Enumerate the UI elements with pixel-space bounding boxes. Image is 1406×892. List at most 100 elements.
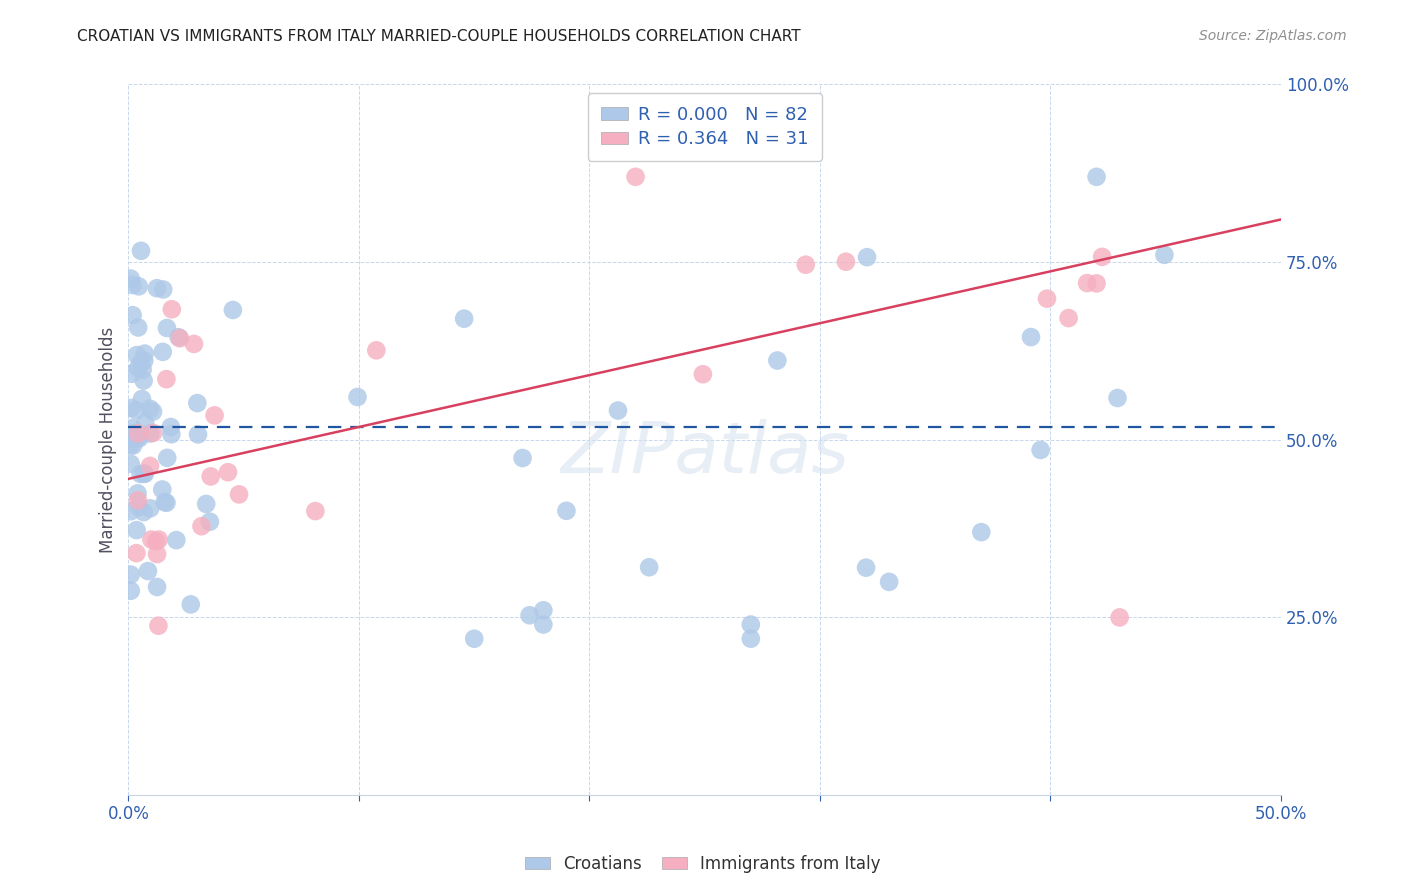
Point bbox=[120, 438, 142, 452]
Point bbox=[198, 515, 221, 529]
Point bbox=[129, 467, 152, 481]
Point bbox=[152, 344, 174, 359]
Point bbox=[531, 603, 554, 617]
Point bbox=[127, 320, 149, 334]
Point bbox=[142, 425, 165, 440]
Point bbox=[1019, 330, 1042, 344]
Point bbox=[217, 465, 239, 479]
Point bbox=[122, 426, 145, 441]
Point bbox=[132, 505, 155, 519]
Point bbox=[169, 331, 191, 345]
Point bbox=[125, 546, 148, 560]
Point bbox=[165, 533, 187, 548]
Point bbox=[1057, 311, 1080, 326]
Point bbox=[304, 504, 326, 518]
Point bbox=[141, 533, 163, 547]
Point bbox=[150, 483, 173, 497]
Point bbox=[139, 501, 162, 516]
Point bbox=[155, 372, 177, 386]
Legend: R = 0.000   N = 82, R = 0.364   N = 31: R = 0.000 N = 82, R = 0.364 N = 31 bbox=[588, 94, 821, 161]
Point bbox=[195, 497, 218, 511]
Point bbox=[121, 308, 143, 322]
Point bbox=[607, 403, 630, 417]
Point bbox=[160, 302, 183, 317]
Point bbox=[970, 525, 993, 540]
Point bbox=[531, 617, 554, 632]
Point bbox=[129, 355, 152, 369]
Point bbox=[877, 574, 900, 589]
Point bbox=[139, 458, 162, 473]
Point bbox=[519, 608, 541, 623]
Point bbox=[638, 560, 661, 574]
Point bbox=[1108, 610, 1130, 624]
Point bbox=[139, 426, 162, 441]
Point bbox=[146, 580, 169, 594]
Point bbox=[146, 547, 169, 561]
Point bbox=[183, 337, 205, 351]
Point bbox=[156, 321, 179, 335]
Point bbox=[153, 495, 176, 509]
Text: Source: ZipAtlas.com: Source: ZipAtlas.com bbox=[1199, 29, 1347, 43]
Point bbox=[131, 392, 153, 406]
Point bbox=[120, 457, 142, 471]
Y-axis label: Married-couple Households: Married-couple Households bbox=[100, 326, 117, 553]
Point bbox=[132, 374, 155, 388]
Point bbox=[120, 504, 142, 518]
Point bbox=[160, 427, 183, 442]
Point bbox=[134, 346, 156, 360]
Point bbox=[139, 401, 162, 416]
Point bbox=[1153, 248, 1175, 262]
Legend: Croatians, Immigrants from Italy: Croatians, Immigrants from Italy bbox=[519, 848, 887, 880]
Point bbox=[121, 421, 143, 435]
Point bbox=[555, 504, 578, 518]
Point bbox=[148, 618, 170, 632]
Point bbox=[835, 254, 858, 268]
Point bbox=[740, 632, 762, 646]
Point bbox=[346, 390, 368, 404]
Point bbox=[122, 431, 145, 445]
Point bbox=[1085, 169, 1108, 184]
Point bbox=[228, 487, 250, 501]
Point bbox=[167, 330, 190, 344]
Point bbox=[512, 450, 534, 465]
Point bbox=[1076, 276, 1098, 290]
Point bbox=[187, 427, 209, 442]
Point bbox=[134, 416, 156, 430]
Point bbox=[180, 598, 202, 612]
Point bbox=[453, 311, 475, 326]
Point bbox=[463, 632, 485, 646]
Point bbox=[131, 362, 153, 376]
Point bbox=[122, 439, 145, 453]
Point bbox=[200, 469, 222, 483]
Point bbox=[145, 534, 167, 549]
Point bbox=[136, 564, 159, 578]
Point bbox=[125, 523, 148, 537]
Point bbox=[856, 250, 879, 264]
Text: ZIPatlas: ZIPatlas bbox=[560, 419, 849, 489]
Point bbox=[127, 426, 149, 441]
Point bbox=[128, 279, 150, 293]
Point bbox=[204, 409, 226, 423]
Point bbox=[134, 353, 156, 368]
Point bbox=[794, 258, 817, 272]
Point bbox=[129, 244, 152, 258]
Point bbox=[146, 281, 169, 295]
Point bbox=[125, 403, 148, 417]
Point bbox=[148, 533, 170, 547]
Point bbox=[120, 583, 142, 598]
Point bbox=[222, 303, 245, 318]
Point bbox=[142, 404, 165, 418]
Point bbox=[132, 467, 155, 481]
Point bbox=[127, 361, 149, 376]
Point bbox=[125, 348, 148, 362]
Point bbox=[692, 368, 714, 382]
Point bbox=[121, 277, 143, 292]
Point bbox=[121, 367, 143, 381]
Point bbox=[120, 567, 142, 582]
Text: CROATIAN VS IMMIGRANTS FROM ITALY MARRIED-COUPLE HOUSEHOLDS CORRELATION CHART: CROATIAN VS IMMIGRANTS FROM ITALY MARRIE… bbox=[77, 29, 801, 44]
Point bbox=[127, 486, 149, 500]
Point bbox=[855, 560, 877, 574]
Point bbox=[1091, 250, 1114, 264]
Point bbox=[120, 271, 142, 285]
Point bbox=[152, 283, 174, 297]
